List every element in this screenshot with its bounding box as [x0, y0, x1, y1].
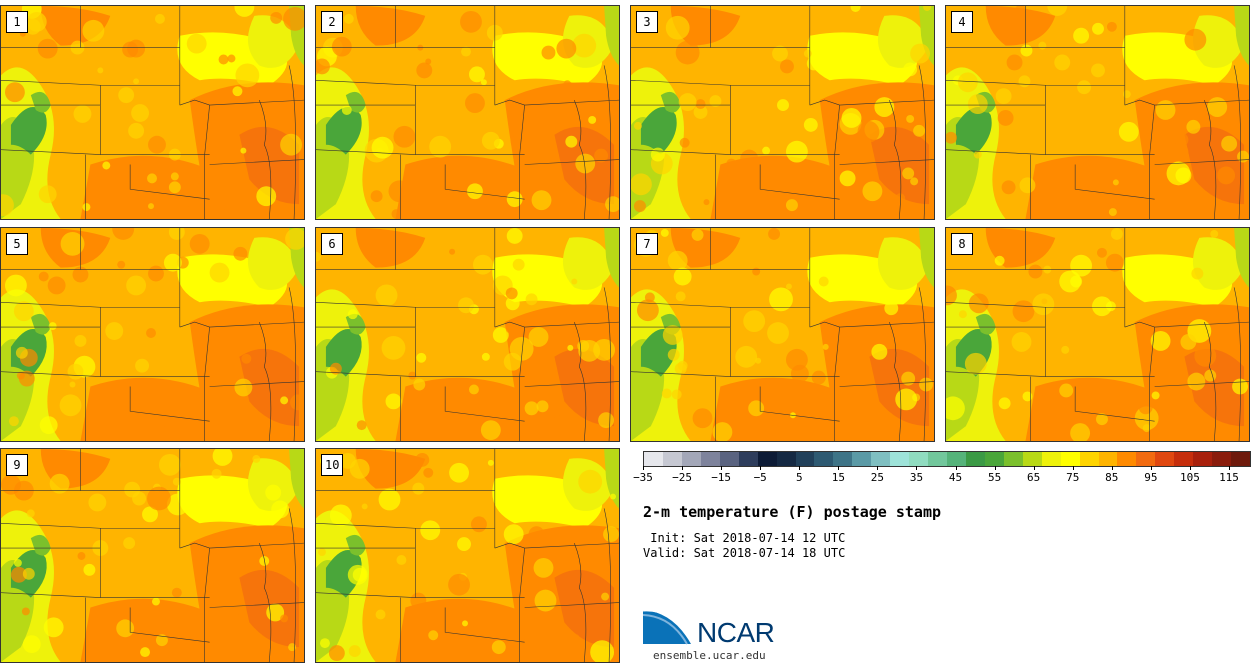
colorbar-segment — [644, 452, 663, 466]
colorbar-segment — [700, 452, 720, 466]
plot-title: 2-m temperature (F) postage stamp — [643, 503, 942, 521]
colorbar-segment — [681, 452, 701, 466]
ensemble-member-panel: 7 — [630, 227, 935, 442]
init-time: Init: Sat 2018-07-14 12 UTC — [643, 531, 846, 545]
colorbar-tick-label: 75 — [1066, 471, 1080, 484]
colorbar-segment — [1212, 452, 1232, 466]
ensemble-member-panel: 9 — [0, 448, 305, 663]
colorbar-tick-label: 115 — [1219, 471, 1239, 484]
member-number-label: 9 — [6, 454, 28, 476]
member-number-label: 6 — [321, 233, 343, 255]
colorbar-segment — [1155, 452, 1175, 466]
ensemble-member-panel: 5 — [0, 227, 305, 442]
colorbar-segment — [757, 452, 777, 466]
ensemble-member-panel: 2 — [315, 5, 620, 220]
colorbar-tick-label: 55 — [987, 471, 1002, 484]
colorbar-segment — [1003, 452, 1023, 466]
colorbar-tick — [799, 466, 801, 470]
colorbar-tick — [916, 466, 918, 470]
ensemble-member-panel: 4 — [945, 5, 1250, 220]
colorbar-tick — [955, 466, 957, 470]
colorbar-tick — [1229, 466, 1230, 470]
colorbar-tick — [1189, 466, 1191, 470]
colorbar-segment — [1193, 452, 1213, 466]
colorbar-tick-label: −25 — [672, 471, 692, 484]
colorbar-tick-label: 65 — [1027, 471, 1041, 484]
colorbar-segment — [719, 452, 739, 466]
temperature-colorbar — [643, 451, 1251, 467]
member-number-label: 2 — [321, 11, 343, 33]
colorbar-tick — [838, 466, 840, 470]
ensemble-member-panel: 8 — [945, 227, 1250, 442]
colorbar-segment — [890, 452, 910, 466]
colorbar-tick — [877, 466, 879, 470]
colorbar-tick-label: 15 — [831, 471, 845, 484]
colorbar-tick-label: −15 — [711, 471, 732, 484]
colorbar-tick-label: 35 — [909, 471, 924, 484]
colorbar-ticks: −35 −25 −15 −5 5 15 25 35 45 55 65 75 85 95 105 115 — [633, 466, 1249, 486]
colorbar-tick — [721, 466, 723, 470]
colorbar-segment — [662, 452, 682, 466]
colorbar-tick — [1111, 466, 1113, 470]
colorbar-segment — [852, 452, 872, 466]
ensemble-member-panel: 10 — [315, 448, 620, 663]
colorbar-tick-label: 25 — [870, 471, 885, 484]
colorbar-tick-label: 5 — [795, 471, 803, 484]
member-number-label: 4 — [951, 11, 973, 33]
colorbar-tick-label: 95 — [1144, 471, 1158, 484]
colorbar-segment — [1231, 452, 1250, 466]
valid-time: Valid: Sat 2018-07-14 18 UTC — [643, 546, 846, 560]
colorbar-segment — [1041, 452, 1061, 466]
colorbar-segment — [909, 452, 929, 466]
colorbar-tick — [994, 466, 996, 470]
colorbar-segment — [984, 452, 1004, 466]
colorbar-tick — [1150, 466, 1152, 470]
member-number-label: 1 — [6, 11, 28, 33]
colorbar-segment — [1136, 452, 1156, 466]
colorbar-segment — [947, 452, 966, 466]
colorbar-segment — [1060, 452, 1080, 466]
colorbar-segment — [871, 452, 891, 466]
colorbar-segment — [738, 452, 758, 466]
colorbar-segment — [814, 452, 834, 466]
member-number-label: 8 — [951, 233, 973, 255]
colorbar-tick-label: 85 — [1105, 471, 1119, 484]
member-number-label: 7 — [636, 233, 658, 255]
member-number-label: 3 — [636, 11, 658, 33]
colorbar-tick-label: 105 — [1179, 471, 1200, 484]
colorbar-tick — [643, 466, 644, 470]
colorbar-segment — [1174, 452, 1194, 466]
colorbar-segment — [833, 452, 853, 466]
colorbar-segment — [1022, 452, 1042, 466]
colorbar-segment — [965, 452, 985, 466]
ncar-logo-icon — [643, 608, 695, 645]
colorbar-tick — [682, 466, 684, 470]
colorbar-tick-label: 45 — [948, 471, 963, 484]
member-number-label: 5 — [6, 233, 28, 255]
colorbar-tick — [1072, 466, 1074, 470]
colorbar-tick — [1033, 466, 1035, 470]
colorbar-segment — [928, 452, 947, 466]
site-url: ensemble.ucar.edu — [653, 649, 766, 662]
colorbar-tick-label: −5 — [753, 471, 767, 484]
ncar-wordmark: NCAR — [697, 617, 775, 648]
colorbar-segment — [795, 452, 815, 466]
colorbar-segment — [1117, 452, 1137, 466]
colorbar-tick — [760, 466, 762, 470]
member-number-label: 10 — [321, 454, 344, 476]
colorbar-segment — [776, 452, 796, 466]
colorbar-segment — [1098, 452, 1118, 466]
colorbar-segment — [1079, 452, 1099, 466]
ensemble-member-panel: 1 — [0, 5, 305, 220]
ensemble-member-panel: 6 — [315, 227, 620, 442]
ensemble-member-panel: 3 — [630, 5, 935, 220]
colorbar-tick-label: −35 — [633, 471, 653, 484]
